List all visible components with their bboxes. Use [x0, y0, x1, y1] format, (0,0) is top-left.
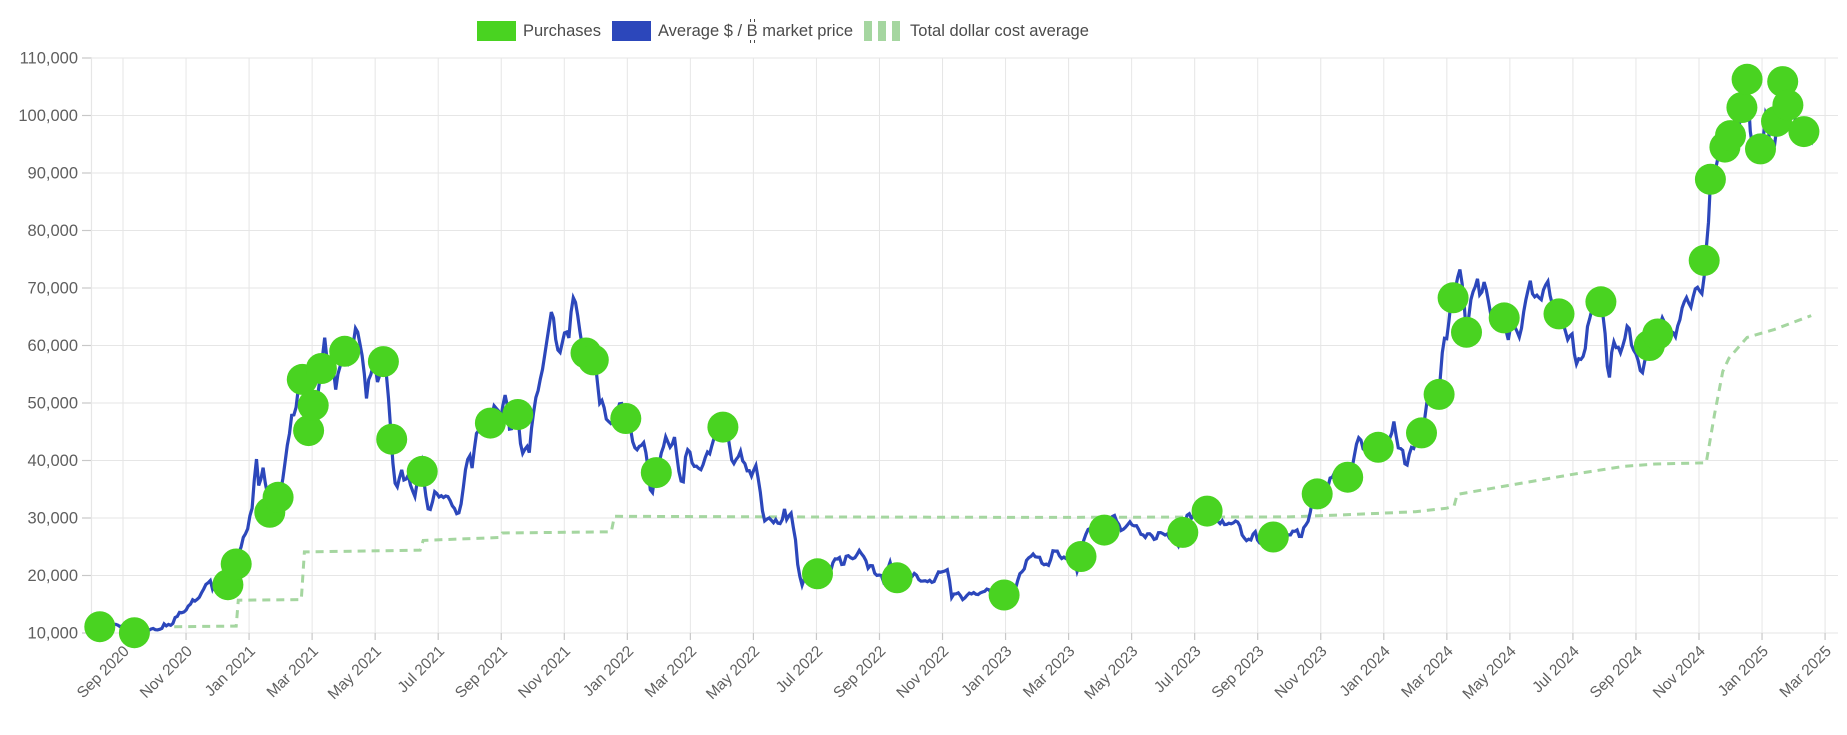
purchase-dot[interactable]	[118, 617, 150, 649]
purchase-dot[interactable]	[1437, 282, 1469, 314]
purchase-dot[interactable]	[1772, 89, 1804, 121]
y-tick-label: 100,000	[18, 107, 78, 125]
purchase-dot[interactable]	[367, 346, 399, 378]
x-tick-label: May 2022	[703, 643, 763, 703]
x-tick-label: Jan 2023	[958, 643, 1015, 700]
x-tick-label: Nov 2024	[1650, 643, 1709, 702]
x-tick-label: Mar 2023	[1020, 643, 1078, 701]
dca-dashed-swatch-icon	[864, 21, 904, 41]
x-tick-label: Nov 2022	[893, 643, 952, 702]
x-tick-label: Jul 2024	[1529, 643, 1583, 697]
purchase-dot[interactable]	[1715, 120, 1746, 152]
purchase-dot[interactable]	[1167, 516, 1199, 548]
x-tick-label: Jan 2024	[1337, 643, 1394, 700]
y-tick-label: 10,000	[28, 625, 78, 643]
x-tick-label: May 2024	[1460, 643, 1520, 703]
x-tick-label: Jul 2023	[1151, 643, 1204, 696]
x-tick-label: Sep 2022	[830, 643, 889, 702]
purchase-dot[interactable]	[1065, 541, 1097, 572]
purchases-legend-label: Purchases	[523, 22, 601, 40]
x-tick-label: Nov 2021	[515, 643, 574, 702]
purchase-dot[interactable]	[1191, 495, 1223, 527]
y-tick-label: 90,000	[28, 165, 78, 183]
legend-item-market-price[interactable]: Average $ / B market price	[611, 19, 854, 43]
y-tick-label: 110,000	[20, 50, 78, 68]
x-tick-label: Mar 2024	[1398, 643, 1457, 702]
purchase-dot[interactable]	[1406, 417, 1437, 449]
x-tick-label: Sep 2023	[1209, 643, 1268, 702]
x-tick-label: May 2023	[1081, 643, 1141, 703]
y-tick-label: 20,000	[28, 567, 78, 585]
purchase-dot[interactable]	[262, 481, 294, 513]
market-price-legend-label: Average $ / B market price	[657, 19, 854, 43]
purchase-dot[interactable]	[1257, 521, 1289, 553]
purchase-dot[interactable]	[293, 415, 325, 447]
purchase-dot[interactable]	[1088, 514, 1120, 546]
bitcoin-sign-icon: B	[746, 19, 758, 43]
purchase-dot[interactable]	[1745, 133, 1776, 165]
purchase-dot[interactable]	[610, 403, 642, 434]
x-tick-label: Mar 2025	[1777, 643, 1835, 701]
purchase-dot[interactable]	[1788, 116, 1820, 148]
purchase-dot[interactable]	[1642, 318, 1674, 350]
purchase-dot[interactable]	[802, 558, 833, 590]
y-tick-label: 50,000	[28, 395, 78, 413]
purchase-dot[interactable]	[988, 579, 1020, 611]
purchases-swatch-icon	[477, 21, 516, 41]
purchase-dot[interactable]	[1694, 163, 1726, 195]
purchase-dot[interactable]	[1362, 431, 1394, 463]
purchase-dot[interactable]	[1585, 286, 1617, 318]
purchase-dot[interactable]	[406, 455, 438, 487]
chart-legend: Purchases Average $ / B market price Tot…	[477, 19, 1089, 43]
x-tick-label: Jul 2021	[395, 643, 448, 696]
y-tick-label: 30,000	[28, 510, 78, 528]
y-tick-label: 40,000	[28, 452, 78, 470]
market-price-swatch-icon	[611, 21, 651, 41]
purchase-dot[interactable]	[297, 389, 329, 421]
purchase-dot[interactable]	[474, 407, 506, 439]
x-tick-label: Mar 2022	[642, 643, 700, 701]
purchase-dot[interactable]	[1488, 302, 1520, 334]
legend-item-dca[interactable]: Total dollar cost average	[864, 21, 1089, 41]
x-tick-label: Sep 2024	[1587, 643, 1646, 702]
purchase-dot[interactable]	[220, 548, 252, 580]
purchase-dot[interactable]	[1423, 378, 1455, 410]
purchase-dot[interactable]	[329, 335, 361, 367]
purchase-dot[interactable]	[1301, 478, 1333, 510]
purchase-dot[interactable]	[305, 353, 337, 384]
x-tick-label: Jan 2021	[202, 643, 259, 700]
purchase-dot[interactable]	[1332, 461, 1364, 493]
purchase-dot[interactable]	[707, 411, 739, 443]
x-tick-label: Jan 2022	[580, 643, 637, 700]
x-tick-label: Nov 2020	[137, 643, 196, 702]
purchase-dot[interactable]	[1451, 316, 1482, 348]
x-tick-label: Jan 2025	[1715, 643, 1772, 700]
purchase-dot[interactable]	[376, 423, 408, 455]
purchase-dot[interactable]	[1688, 244, 1720, 276]
legend-item-purchases[interactable]: Purchases	[477, 21, 601, 41]
purchase-dot[interactable]	[84, 611, 116, 643]
x-tick-label: Nov 2023	[1272, 643, 1331, 702]
y-tick-label: 80,000	[28, 222, 78, 240]
x-tick-label: Jul 2022	[773, 643, 826, 696]
purchase-dot[interactable]	[640, 457, 672, 489]
dca-legend-label: Total dollar cost average	[910, 22, 1089, 40]
market-price-line	[90, 80, 1814, 635]
y-tick-label: 70,000	[28, 280, 78, 298]
purchase-dot[interactable]	[1731, 63, 1763, 95]
x-tick-label: Sep 2020	[74, 643, 133, 702]
purchase-dot[interactable]	[502, 399, 534, 430]
purchase-dot[interactable]	[1767, 66, 1799, 98]
x-tick-label: Mar 2021	[264, 643, 322, 701]
y-tick-label: 60,000	[28, 337, 78, 355]
x-tick-label: May 2021	[325, 643, 385, 703]
dca-average-line	[174, 314, 1812, 629]
purchase-dot[interactable]	[577, 344, 609, 376]
purchase-dot[interactable]	[1543, 298, 1575, 330]
x-tick-label: Sep 2021	[452, 643, 511, 702]
purchase-dot[interactable]	[881, 562, 913, 594]
purchase-dot[interactable]	[1726, 92, 1758, 123]
